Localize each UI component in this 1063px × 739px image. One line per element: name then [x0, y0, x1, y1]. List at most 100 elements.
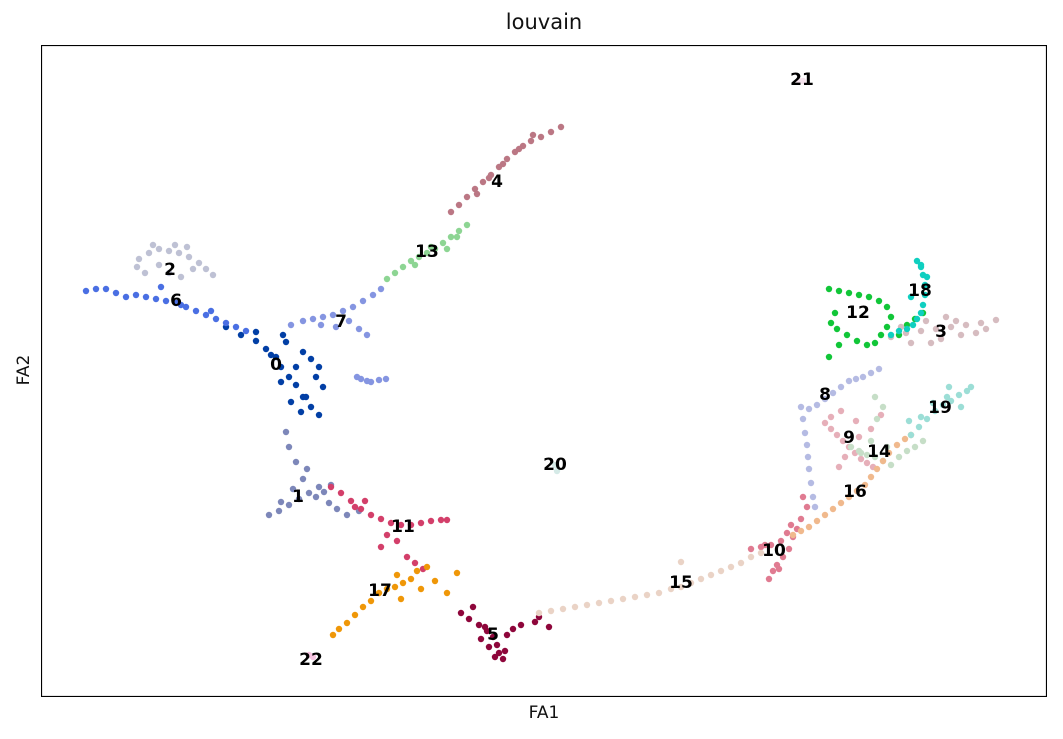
point-cluster-18: [895, 327, 903, 335]
point-cluster-0: [319, 383, 327, 391]
point-cluster-0: [307, 403, 315, 411]
point-cluster-7: [355, 325, 363, 333]
point-cluster-19: [943, 393, 951, 401]
point-cluster-1: [325, 499, 333, 507]
point-cluster-3: [977, 319, 985, 327]
point-cluster-6: [222, 319, 230, 327]
point-cluster-15: [737, 559, 745, 567]
point-cluster-1: [295, 495, 303, 503]
point-cluster-1: [315, 483, 323, 491]
point-cluster-0: [302, 393, 310, 401]
cluster-label-1: 1: [292, 487, 304, 507]
point-cluster-1: [282, 428, 290, 436]
point-cluster-2: [141, 269, 149, 277]
point-cluster-14: [871, 393, 879, 401]
point-cluster-15: [535, 609, 543, 617]
point-cluster-10: [783, 529, 791, 537]
point-cluster-7: [357, 375, 365, 383]
point-cluster-15: [727, 563, 735, 571]
point-cluster-18: [913, 257, 921, 265]
cluster-label-0: 0: [270, 355, 282, 375]
point-cluster-15: [717, 567, 725, 575]
cluster-label-13: 13: [415, 242, 439, 262]
point-cluster-16: [901, 435, 909, 443]
point-cluster-16: [893, 441, 901, 449]
point-cluster-19: [947, 397, 955, 405]
point-cluster-9: [877, 411, 885, 419]
point-cluster-5: [495, 649, 503, 657]
cluster-label-2: 2: [164, 260, 176, 280]
point-cluster-3: [957, 331, 965, 339]
point-cluster-5: [499, 655, 507, 663]
point-cluster-1: [275, 507, 283, 515]
point-cluster-4: [529, 131, 537, 139]
point-cluster-0: [272, 353, 280, 361]
point-cluster-4: [547, 128, 555, 136]
point-cluster-2: [149, 241, 157, 249]
cluster-label-15: 15: [669, 573, 693, 593]
point-cluster-8: [799, 415, 807, 423]
point-cluster-8: [807, 479, 815, 487]
point-cluster-8: [837, 383, 845, 391]
point-cluster-16: [837, 499, 845, 507]
point-cluster-7: [339, 307, 347, 315]
point-cluster-10: [797, 515, 805, 523]
point-cluster-8: [805, 405, 813, 413]
point-cluster-7: [317, 321, 325, 329]
point-cluster-1: [320, 488, 328, 496]
chart-title: louvain: [505, 10, 583, 34]
point-cluster-4: [537, 133, 545, 141]
point-cluster-13: [439, 239, 447, 247]
point-cluster-0: [237, 331, 245, 339]
point-cluster-12: [855, 291, 863, 299]
point-cluster-15: [707, 571, 715, 579]
point-cluster-6: [192, 307, 200, 315]
point-cluster-8: [852, 375, 860, 383]
point-cluster-11: [437, 516, 445, 524]
point-cluster-0: [277, 363, 285, 371]
point-cluster-11: [443, 516, 451, 524]
x-axis-label: FA1: [528, 703, 560, 723]
point-cluster-10: [787, 521, 795, 529]
point-cluster-4: [527, 137, 535, 145]
point-cluster-13: [447, 233, 455, 241]
point-cluster-12: [831, 309, 839, 317]
point-cluster-14: [867, 437, 875, 445]
point-cluster-9: [841, 453, 849, 461]
cluster-label-11: 11: [391, 517, 415, 537]
point-cluster-0: [285, 373, 293, 381]
point-cluster-5: [491, 653, 499, 661]
point-cluster-16: [867, 473, 875, 481]
point-cluster-0: [299, 348, 307, 356]
point-cluster-6: [242, 327, 250, 335]
point-cluster-5: [457, 609, 465, 617]
point-cluster-12: [865, 293, 873, 301]
point-cluster-4: [515, 145, 523, 153]
point-cluster-6: [152, 295, 160, 303]
point-cluster-5: [469, 603, 477, 611]
point-cluster-17: [329, 631, 337, 639]
point-cluster-2: [183, 243, 191, 251]
point-cluster-1: [343, 511, 351, 519]
point-cluster-8: [813, 401, 821, 409]
point-cluster-13: [423, 249, 431, 257]
point-cluster-13: [455, 227, 463, 235]
point-cluster-0: [312, 373, 320, 381]
point-cluster-6: [142, 293, 150, 301]
point-cluster-19: [955, 391, 963, 399]
point-cluster-12: [845, 289, 853, 297]
point-cluster-4: [455, 201, 463, 209]
point-cluster-12: [883, 323, 891, 331]
point-cluster-12: [825, 285, 833, 293]
point-cluster-3: [952, 317, 960, 325]
point-cluster-16: [873, 465, 881, 473]
point-cluster-15: [571, 603, 579, 611]
point-cluster-17: [407, 575, 415, 583]
point-cluster-15: [677, 583, 685, 591]
point-cluster-12: [875, 297, 883, 305]
point-cluster-16: [797, 527, 805, 535]
point-cluster-18: [907, 293, 915, 301]
point-cluster-17: [359, 603, 367, 611]
cluster-label-4: 4: [491, 172, 503, 192]
point-cluster-11: [407, 521, 415, 529]
